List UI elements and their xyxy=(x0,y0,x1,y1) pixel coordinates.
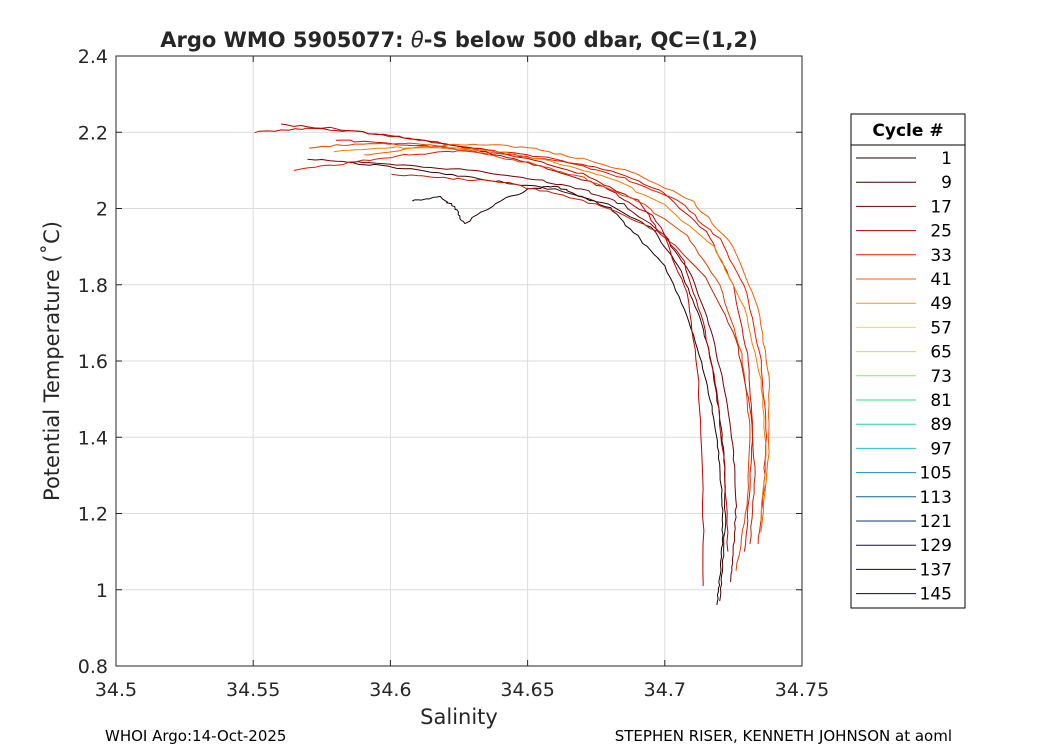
legend-entry-label: 105 xyxy=(920,464,952,484)
legend-entry-label: 17 xyxy=(930,197,952,217)
profile-line-3 xyxy=(281,123,729,552)
profile-line-7 xyxy=(364,143,771,533)
y-tick-label: 1.4 xyxy=(78,427,108,449)
legend-entry-label: 25 xyxy=(930,222,952,242)
legend-entry-label: 81 xyxy=(930,391,952,411)
profile-line-4 xyxy=(254,127,705,586)
data-series xyxy=(254,123,771,606)
y-tick-label: 1.6 xyxy=(78,351,108,373)
legend-entry-label: 9 xyxy=(941,173,952,193)
legend: Cycle # 1 9 17 25 33 41 49 57 65 73 81 89 97 105 113 12… xyxy=(850,113,966,609)
x-tick-label: 34.5 xyxy=(95,679,137,701)
legend-entry-label: 121 xyxy=(920,512,952,532)
legend-entry-label: 49 xyxy=(930,294,952,314)
legend-box xyxy=(850,113,966,609)
profile-line-6 xyxy=(293,150,767,545)
chart-title: Argo WMO 5905077: θ-S below 500 dbar, QC… xyxy=(160,28,757,52)
legend-entry-label: 57 xyxy=(930,318,952,338)
profile-line-8 xyxy=(309,142,751,571)
y-tick-label: 1.2 xyxy=(78,504,108,526)
legend-entry-label: 73 xyxy=(930,367,952,387)
legend-entry-label: 65 xyxy=(930,343,952,363)
y-tick-label: 2.4 xyxy=(78,46,108,68)
x-axis-label: Salinity xyxy=(420,705,498,729)
x-tick-label: 34.7 xyxy=(644,679,686,701)
axis-ticks: 34.5 34.55 34.6 34.65 34.7 34.75 0.8 1 1.2 1.4 1.6… xyxy=(78,46,829,701)
profile-line-0 xyxy=(412,185,724,606)
footer-right: STEPHEN RISER, KENNETH JOHNSON at aoml xyxy=(615,727,952,745)
legend-entry-label: 89 xyxy=(930,415,952,435)
y-tick-label: 2 xyxy=(96,199,108,221)
profile-line-9 xyxy=(391,173,756,545)
legend-entry-label: 113 xyxy=(920,488,952,508)
legend-entry-label: 97 xyxy=(930,439,952,459)
theta-symbol: θ xyxy=(411,28,424,52)
x-tick-label: 34.65 xyxy=(500,679,554,701)
footer-left: WHOI Argo:14-Oct-2025 xyxy=(105,727,286,745)
y-tick-label: 2.2 xyxy=(78,122,108,144)
profile-line-1 xyxy=(349,162,727,602)
legend-entry-label: 1 xyxy=(941,149,952,169)
x-tick-label: 34.75 xyxy=(775,679,829,701)
y-tick-label: 1 xyxy=(96,580,108,602)
y-tick-label: 0.8 xyxy=(78,656,108,678)
y-axis-label: Potential Temperature (˚C) xyxy=(40,221,64,501)
legend-entry-label: 145 xyxy=(920,585,952,605)
legend-entry-label: 33 xyxy=(930,246,952,266)
y-tick-label: 1.8 xyxy=(78,275,108,297)
legend-entry-label: 137 xyxy=(920,560,952,580)
profile-line-10 xyxy=(333,146,767,522)
x-tick-label: 34.6 xyxy=(369,679,411,701)
legend-title: Cycle # xyxy=(872,121,943,141)
legend-entry-label: 41 xyxy=(930,270,952,290)
x-tick-label: 34.55 xyxy=(226,679,280,701)
legend-entry-label: 129 xyxy=(920,536,952,556)
